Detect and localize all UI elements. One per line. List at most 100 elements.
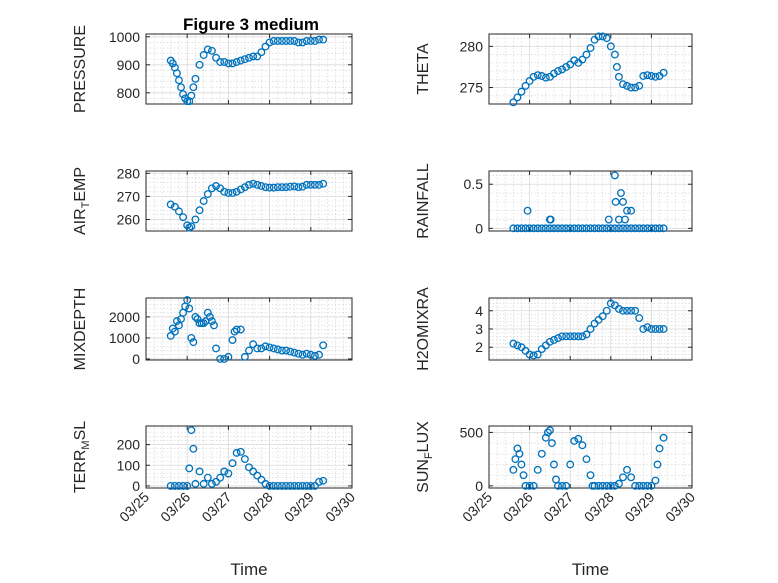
data-point — [191, 479, 200, 488]
data-point — [253, 471, 262, 480]
axes-box — [488, 33, 693, 105]
data-point — [183, 481, 192, 490]
data-point — [189, 338, 198, 347]
data-point — [216, 473, 225, 482]
data-point — [319, 341, 328, 350]
data-point — [193, 315, 202, 323]
data-point — [623, 465, 631, 474]
data-point — [606, 299, 615, 308]
data-point — [562, 332, 571, 341]
data-point — [635, 481, 644, 490]
data-point — [602, 34, 611, 43]
data-point — [286, 182, 295, 191]
data-point — [207, 317, 216, 326]
data-point — [224, 352, 233, 361]
data-point — [533, 71, 542, 80]
subplot-theta: 275 280 THETA — [415, 32, 693, 107]
y-tick-label: 2000 — [109, 309, 140, 325]
data-point — [265, 38, 274, 47]
data-point — [647, 224, 656, 233]
data-point — [166, 481, 175, 490]
data-point — [543, 428, 552, 437]
data-point — [513, 224, 522, 233]
y-tick-label: 800 — [117, 85, 141, 101]
data-point — [224, 188, 233, 197]
data-point — [550, 460, 558, 469]
data-point — [187, 91, 196, 100]
data-point — [319, 476, 328, 485]
data-point — [236, 56, 245, 65]
data-point — [627, 473, 636, 482]
y-tick-label: 200 — [117, 437, 141, 453]
subplot-rainfall: 0 0.5 RAINFALL — [415, 163, 693, 239]
data-point — [220, 58, 229, 66]
data-point — [261, 42, 270, 51]
data-point — [319, 179, 328, 188]
data-point — [647, 72, 656, 80]
data-point — [602, 306, 611, 315]
data-point — [261, 183, 270, 192]
data-point — [315, 180, 323, 189]
data-point — [210, 321, 218, 330]
data-point — [187, 222, 196, 231]
data-point — [170, 327, 179, 336]
data-point — [525, 76, 534, 85]
data-point — [562, 224, 571, 233]
y-tick-label: 275 — [460, 80, 484, 96]
subplot-air-temp: 260 270 280 AIRTEMP — [72, 165, 353, 235]
data-point — [240, 55, 249, 64]
data-point — [172, 69, 181, 78]
data-point — [273, 37, 282, 45]
data-point — [310, 180, 319, 189]
data-point — [265, 183, 274, 192]
data-point — [570, 224, 579, 233]
data-point — [614, 479, 623, 488]
data-point — [541, 224, 550, 233]
data-point — [643, 481, 652, 490]
data-point — [619, 473, 627, 482]
data-point — [187, 333, 196, 342]
data-point — [623, 206, 631, 215]
data-point — [249, 467, 258, 476]
data-point — [282, 481, 291, 490]
data-point — [586, 224, 595, 233]
data-point — [554, 481, 562, 490]
data-point — [594, 481, 603, 490]
data-point — [315, 35, 323, 44]
data-point — [619, 224, 627, 233]
data-point — [290, 37, 299, 45]
data-point — [249, 179, 258, 188]
data-point — [647, 325, 656, 333]
data-point — [550, 69, 558, 78]
data-point — [651, 325, 660, 333]
data-point — [566, 460, 575, 469]
data-point — [195, 206, 204, 215]
data-point — [631, 306, 640, 315]
data-point — [623, 224, 631, 233]
data-point — [612, 62, 621, 71]
data-point — [177, 83, 185, 92]
data-point — [610, 50, 619, 59]
data-point — [306, 180, 315, 189]
y-tick-label: 280 — [460, 38, 484, 54]
data-point — [619, 80, 627, 89]
y-tick-label: 1000 — [109, 29, 140, 45]
data-point — [614, 304, 623, 313]
data-point — [566, 332, 575, 341]
data-point — [240, 352, 249, 361]
data-point — [203, 45, 212, 54]
data-point — [602, 224, 611, 233]
data-point — [220, 354, 229, 363]
data-point — [207, 479, 216, 488]
data-point — [302, 180, 311, 189]
data-point — [278, 346, 286, 355]
data-point — [216, 58, 225, 66]
data-point — [261, 342, 270, 351]
data-point — [257, 344, 266, 353]
data-point — [635, 224, 644, 233]
data-point — [631, 83, 640, 92]
data-point — [183, 221, 192, 230]
data-point — [627, 306, 636, 315]
data-point — [199, 319, 208, 328]
y-tick-label: 0 — [475, 220, 483, 236]
